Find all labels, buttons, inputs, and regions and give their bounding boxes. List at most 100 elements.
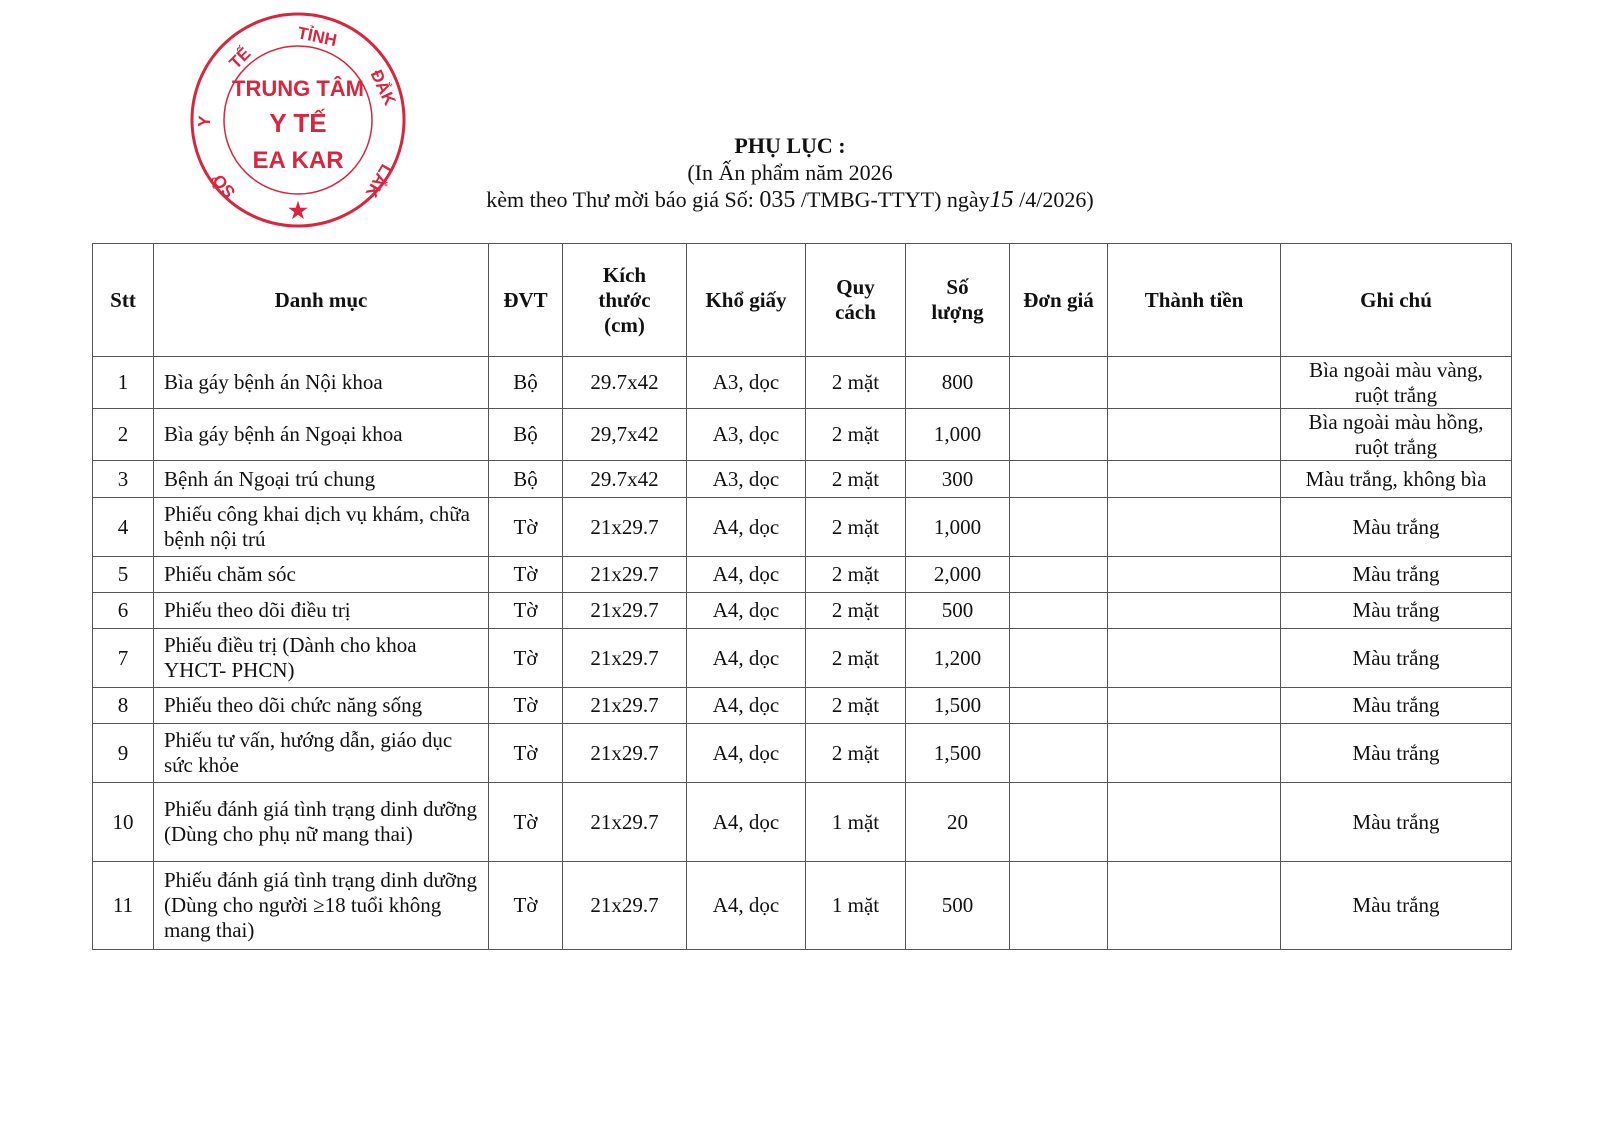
cell-spec: 2 mặt — [805, 592, 906, 629]
table-header-row: Stt Danh mục ĐVT Kích thước (cm) Khổ giấ… — [92, 243, 1512, 357]
cell-qty: 1,200 — [905, 628, 1010, 688]
cell-size: 29.7x42 — [562, 460, 687, 498]
cell-name: Phiếu đánh giá tình trạng dinh dưỡng (Dù… — [153, 782, 489, 862]
cell-size: 29,7x42 — [562, 408, 687, 461]
cell-stt: 6 — [92, 592, 154, 629]
table-row: 11 Phiếu đánh giá tình trạng dinh dưỡng (… — [92, 861, 1512, 950]
cell-unit: Tờ — [488, 723, 563, 783]
cell-spec: 1 mặt — [805, 782, 906, 862]
cell-unit: Tờ — [488, 782, 563, 862]
cell-size: 21x29.7 — [562, 723, 687, 783]
cell-total — [1107, 556, 1281, 593]
cell-size: 21x29.7 — [562, 861, 687, 950]
cell-qty: 1,000 — [905, 497, 1010, 557]
col-price: Đơn giá — [1009, 243, 1108, 357]
cell-paper: A4, dọc — [686, 861, 806, 950]
cell-total — [1107, 687, 1281, 724]
cell-size: 21x29.7 — [562, 592, 687, 629]
cell-total — [1107, 356, 1281, 409]
svg-text:EA KAR: EA KAR — [252, 147, 343, 174]
cell-total — [1107, 723, 1281, 783]
col-total: Thành tiền — [1107, 243, 1281, 357]
cell-price — [1009, 861, 1108, 950]
cell-name: Phiếu tư vấn, hướng dẫn, giáo dục sức kh… — [153, 723, 489, 783]
cell-stt: 9 — [92, 723, 154, 783]
cell-spec: 2 mặt — [805, 460, 906, 498]
cell-qty: 2,000 — [905, 556, 1010, 593]
cell-paper: A4, dọc — [686, 782, 806, 862]
cell-size: 29.7x42 — [562, 356, 687, 409]
cell-stt: 1 — [92, 356, 154, 409]
cell-note: Bìa ngoài màu hồng, ruột trắng — [1280, 408, 1512, 461]
cell-unit: Tờ — [488, 861, 563, 950]
cell-price — [1009, 723, 1108, 783]
cell-total — [1107, 460, 1281, 498]
cell-price — [1009, 782, 1108, 862]
cell-note: Màu trắng — [1280, 687, 1512, 724]
cell-paper: A3, dọc — [686, 408, 806, 461]
cell-unit: Tờ — [488, 628, 563, 688]
cell-paper: A4, dọc — [686, 628, 806, 688]
cell-name: Bìa gáy bệnh án Nội khoa — [153, 356, 489, 409]
cell-unit: Tờ — [488, 592, 563, 629]
cell-qty: 20 — [905, 782, 1010, 862]
cell-stt: 2 — [92, 408, 154, 461]
col-stt: Stt — [92, 243, 154, 357]
cell-qty: 800 — [905, 356, 1010, 409]
svg-text:Y TẾ: Y TẾ — [269, 108, 326, 138]
table-row: 7 Phiếu điều trị (Dành cho khoa YHCT- PHC… — [92, 628, 1512, 688]
cell-note: Màu trắng — [1280, 497, 1512, 557]
cell-paper: A4, dọc — [686, 592, 806, 629]
cell-note: Màu trắng — [1280, 861, 1512, 950]
cell-price — [1009, 356, 1108, 409]
cell-qty: 1,500 — [905, 723, 1010, 783]
cell-unit: Tờ — [488, 687, 563, 724]
cell-note: Bìa ngoài màu vàng, ruột trắng — [1280, 356, 1512, 409]
reference-line: kèm theo Thư mời báo giá Số: 035 /TMBG-T… — [486, 187, 1094, 213]
svg-text:Y: Y — [195, 114, 215, 128]
table-row: 9 Phiếu tư vấn, hướng dẫn, giáo dục sức k… — [92, 723, 1512, 783]
cell-spec: 2 mặt — [805, 687, 906, 724]
cell-unit: Bộ — [488, 408, 563, 461]
cell-paper: A4, dọc — [686, 497, 806, 557]
cell-note: Màu trắng — [1280, 782, 1512, 862]
cell-name: Phiếu điều trị (Dành cho khoa YHCT- PHCN… — [153, 628, 489, 688]
cell-price — [1009, 460, 1108, 498]
svg-text:LẮK: LẮK — [361, 161, 395, 201]
cell-price — [1009, 592, 1108, 629]
col-paper: Khổ giấy — [686, 243, 806, 357]
cell-total — [1107, 408, 1281, 461]
cell-note: Màu trắng — [1280, 592, 1512, 629]
cell-spec: 2 mặt — [805, 408, 906, 461]
col-unit: ĐVT — [488, 243, 563, 357]
cell-note: Màu trắng — [1280, 723, 1512, 783]
svg-text:TRUNG TÂM: TRUNG TÂM — [232, 76, 364, 101]
cell-spec: 2 mặt — [805, 356, 906, 409]
table-row: 5 Phiếu chăm sóc Tờ 21x29.7 A4, dọc 2 mặt 2,00… — [92, 556, 1512, 593]
cell-spec: 2 mặt — [805, 497, 906, 557]
table-row: 3 Bệnh án Ngoại trú chung Bộ 29.7x42 A3, dọc… — [92, 460, 1512, 498]
cell-price — [1009, 556, 1108, 593]
document-header: PHỤ LỤC : (In Ấn phẩm năm 2026 kèm theo … — [430, 132, 1150, 214]
cell-spec: 2 mặt — [805, 556, 906, 593]
cell-qty: 500 — [905, 592, 1010, 629]
cell-paper: A3, dọc — [686, 460, 806, 498]
cell-unit: Tờ — [488, 497, 563, 557]
cell-paper: A4, dọc — [686, 723, 806, 783]
star-icon: ★ — [288, 198, 308, 223]
subtitle: (In Ấn phẩm năm 2026 — [687, 160, 893, 185]
table-row: 8 Phiếu theo dõi chức năng sống Tờ 21x29.7 A… — [92, 687, 1512, 724]
cell-size: 21x29.7 — [562, 628, 687, 688]
cell-qty: 1,500 — [905, 687, 1010, 724]
cell-name: Phiếu theo dõi điều trị — [153, 592, 489, 629]
cell-size: 21x29.7 — [562, 556, 687, 593]
cell-stt: 8 — [92, 687, 154, 724]
items-table: Stt Danh mục ĐVT Kích thước (cm) Khổ giấ… — [92, 243, 1512, 950]
cell-note: Màu trắng — [1280, 628, 1512, 688]
cell-total — [1107, 628, 1281, 688]
cell-name: Phiếu chăm sóc — [153, 556, 489, 593]
cell-paper: A4, dọc — [686, 687, 806, 724]
cell-note: Màu trắng — [1280, 556, 1512, 593]
cell-stt: 4 — [92, 497, 154, 557]
cell-stt: 3 — [92, 460, 154, 498]
